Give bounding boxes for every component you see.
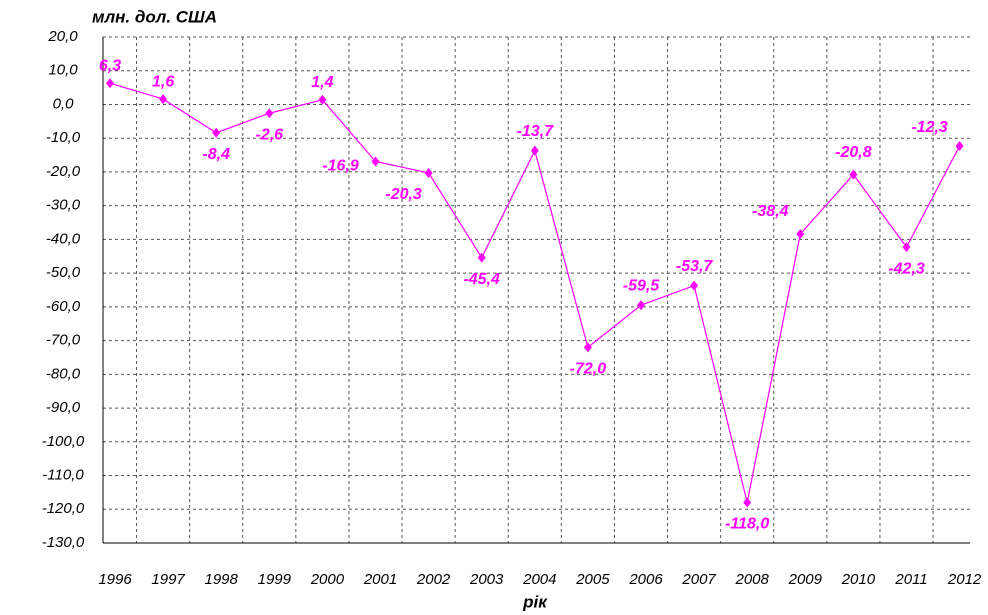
- y-axis-label: млн. дол. США: [92, 7, 217, 26]
- marker: [743, 497, 752, 508]
- y-tick-label: -100,0: [42, 433, 85, 450]
- marker: [477, 252, 486, 263]
- data-label: -20,3: [385, 186, 422, 203]
- y-tick-label: -30,0: [46, 197, 81, 214]
- y-tick-label: -110,0: [42, 467, 84, 484]
- x-tick-label: 2000: [310, 571, 345, 588]
- marker: [849, 169, 858, 180]
- marker: [902, 242, 911, 253]
- y-tick-label: -90,0: [46, 399, 81, 416]
- y-tick-label: 10,0: [48, 62, 78, 79]
- x-tick-label: 2002: [416, 571, 451, 588]
- y-tick-label: -120,0: [42, 500, 85, 517]
- x-tick-label: 1997: [151, 571, 185, 588]
- data-label: -38,4: [752, 203, 789, 220]
- marker: [690, 280, 699, 291]
- x-tick-label: 2010: [841, 571, 876, 588]
- data-label: -8,4: [202, 146, 230, 163]
- marker: [265, 108, 274, 119]
- data-label: -13,7: [517, 123, 555, 140]
- x-tick-label: 2001: [363, 571, 397, 588]
- data-label: -2,6: [256, 126, 284, 143]
- marker: [637, 300, 645, 311]
- y-tick-label: -50,0: [46, 264, 81, 281]
- y-tick-label: -70,0: [46, 332, 81, 349]
- x-tick-label: 2012: [947, 571, 982, 588]
- marker: [583, 342, 592, 353]
- data-label: 1,4: [311, 74, 333, 91]
- marker: [371, 156, 380, 167]
- x-tick-label: 2005: [575, 571, 610, 588]
- marker: [530, 145, 539, 156]
- data-label: -72,0: [570, 361, 607, 378]
- x-tick-label: 2009: [788, 571, 823, 588]
- data-label: 1,6: [152, 73, 174, 90]
- y-tick-label: 20,0: [47, 28, 78, 45]
- y-tick-label: -130,0: [42, 534, 85, 551]
- marker: [159, 94, 168, 105]
- marker: [796, 229, 805, 240]
- marker: [955, 140, 964, 151]
- y-tick-label: -80,0: [46, 365, 81, 382]
- data-label: -42,3: [888, 260, 925, 277]
- x-tick-label: 2008: [735, 571, 770, 588]
- data-label: -45,4: [463, 271, 500, 288]
- data-label: -20,8: [835, 144, 872, 161]
- x-tick-label: 1999: [258, 571, 292, 588]
- x-tick-label: 1996: [98, 571, 132, 588]
- data-label: -59,5: [623, 277, 661, 294]
- marker: [318, 94, 327, 105]
- x-tick-label: 2003: [469, 571, 504, 588]
- y-tick-label: -20,0: [46, 163, 81, 180]
- x-tick-label: 2011: [894, 571, 927, 588]
- marker: [212, 127, 221, 138]
- marker: [424, 167, 433, 178]
- data-label: -118,0: [725, 516, 769, 533]
- y-tick-label: -60,0: [46, 298, 81, 315]
- data-label: -12,3: [911, 119, 948, 136]
- x-tick-label: 2006: [628, 571, 663, 588]
- y-tick-label: 0,0: [53, 95, 75, 112]
- x-tick-label: 2007: [681, 571, 716, 588]
- marker: [106, 78, 114, 89]
- data-label: -53,7: [676, 258, 714, 275]
- x-tick-label: 2004: [522, 571, 556, 588]
- x-tick-label: 1998: [205, 571, 239, 588]
- y-tick-label: -40,0: [46, 230, 81, 247]
- x-axis-label: рік: [522, 592, 548, 611]
- data-label: 6,3: [99, 57, 121, 74]
- data-label: -16,9: [322, 158, 359, 175]
- y-tick-label: -10,0: [46, 129, 81, 146]
